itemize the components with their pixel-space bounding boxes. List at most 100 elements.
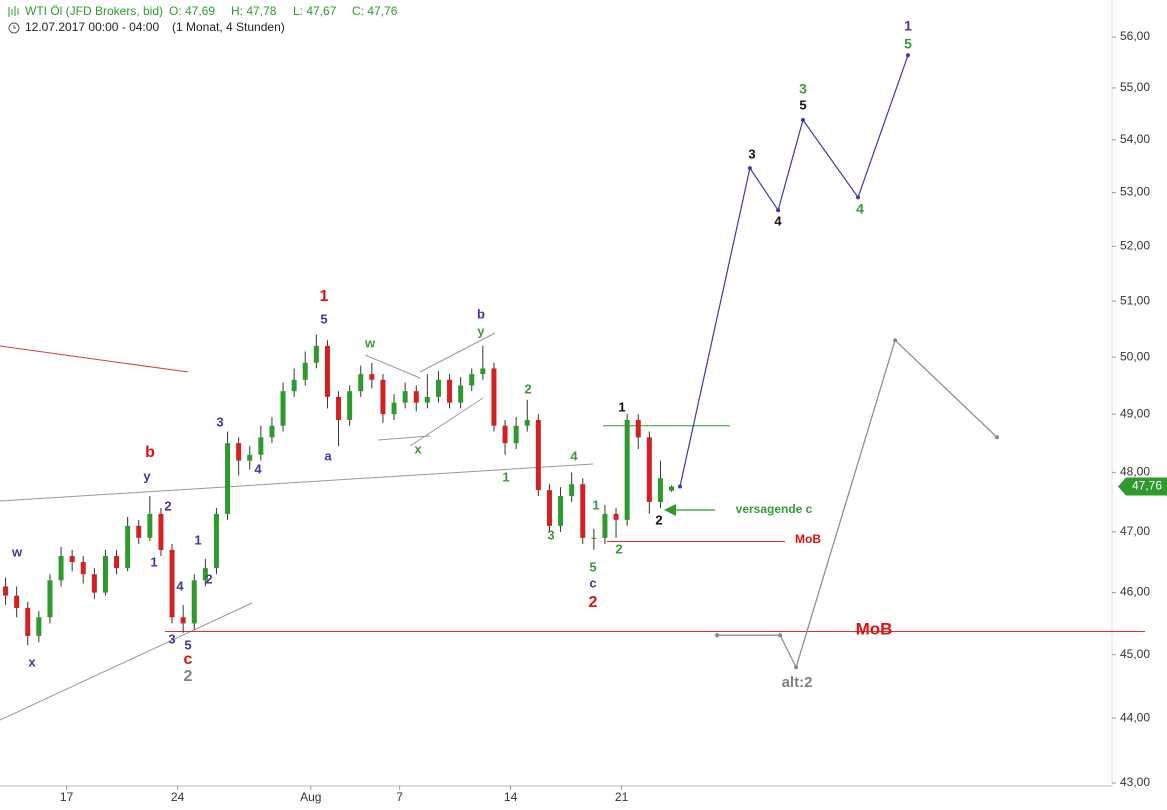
- candle-body: [313, 345, 319, 363]
- y-tick-label: 50,00: [1120, 349, 1150, 363]
- wave-label: 3: [547, 527, 554, 542]
- candle-body: [225, 443, 231, 514]
- candle-body: [447, 379, 453, 403]
- wave-label: 1: [150, 554, 157, 569]
- candle-body: [491, 368, 497, 426]
- candle-body: [413, 391, 419, 403]
- ohlc-high: H: 47,78: [231, 4, 277, 18]
- y-tick-label: 53,00: [1120, 185, 1150, 199]
- candle-body: [125, 525, 131, 569]
- y-tick-label: 44,00: [1120, 710, 1150, 724]
- wave-label: 5: [589, 559, 596, 574]
- candle-body: [635, 419, 641, 438]
- x-tick-label: 7: [396, 790, 403, 804]
- candle-body: [180, 617, 186, 624]
- projection-point: [856, 195, 861, 200]
- y-tick-label: 51,00: [1120, 293, 1150, 307]
- y-tick-label: 54,00: [1120, 132, 1150, 146]
- wave-label: x: [28, 654, 36, 669]
- wave-label: 2: [205, 571, 212, 586]
- candle-body: [236, 443, 242, 461]
- wave-label: MoB: [856, 619, 893, 638]
- candle-body: [36, 617, 42, 636]
- candle-body: [258, 437, 264, 455]
- projection-point: [778, 633, 783, 638]
- instrument-title: WTI Öl (JFD Brokers, bid): [25, 4, 163, 18]
- projection-point: [776, 208, 781, 213]
- candle-body: [524, 419, 530, 426]
- candle-body: [424, 396, 430, 403]
- header-icon: [8, 6, 19, 17]
- wave-label: 5: [904, 36, 912, 52]
- wave-label: 1: [904, 18, 912, 34]
- candle-body: [347, 391, 353, 420]
- candle-body: [458, 385, 464, 403]
- wave-label: versagende c: [736, 502, 813, 516]
- y-tick-label: 43,00: [1120, 775, 1150, 789]
- wave-label: 4: [254, 461, 262, 476]
- candle-body: [380, 379, 386, 415]
- candle-body: [502, 425, 508, 444]
- wave-label: 1: [592, 497, 599, 512]
- wave-label: 5: [184, 637, 191, 652]
- y-tick-label: 55,00: [1120, 80, 1150, 94]
- candle-body: [513, 425, 519, 444]
- wave-label: c: [589, 575, 596, 590]
- candle-body: [136, 525, 142, 538]
- wave-label: 1: [320, 288, 329, 305]
- candle-body: [358, 374, 364, 392]
- clock-icon: [8, 22, 20, 34]
- x-tick-label: 14: [504, 790, 518, 804]
- candle-body: [47, 580, 53, 618]
- y-tick-label: 49,00: [1120, 406, 1150, 420]
- y-tick-label: 46,00: [1120, 585, 1150, 599]
- wave-label: y: [477, 323, 485, 338]
- candle-body: [291, 379, 297, 392]
- timestamp: 12.07.2017 00:00 - 04:00: [25, 20, 159, 34]
- candle-body: [58, 555, 64, 581]
- candle-body: [169, 549, 175, 618]
- y-tick-label: 45,00: [1120, 647, 1150, 661]
- wave-label: MoB: [795, 532, 821, 546]
- wave-label: 1: [618, 399, 625, 414]
- candle-body: [269, 425, 275, 438]
- y-tick-label: 56,00: [1120, 29, 1150, 43]
- trend-lines: [0, 332, 594, 721]
- x-tick-label: 17: [60, 790, 74, 804]
- candle-body: [280, 391, 286, 426]
- wave-label: c: [184, 651, 193, 668]
- candle-body: [213, 513, 219, 569]
- candle-body: [114, 555, 120, 569]
- projection-point: [747, 166, 752, 171]
- wave-label: 5: [320, 311, 327, 326]
- period: (1 Monat, 4 Stunden): [172, 20, 285, 34]
- projection-point: [995, 435, 1000, 440]
- candle-body: [669, 486, 675, 491]
- wave-label: 5: [799, 97, 806, 112]
- candle-body: [147, 513, 153, 538]
- wave-label: 2: [589, 594, 598, 611]
- candle-body: [25, 607, 31, 636]
- y-tick-label: 48,00: [1120, 465, 1150, 479]
- candle-body: [435, 379, 441, 397]
- wave-label: 3: [799, 81, 807, 97]
- clock-hands: [13, 25, 16, 29]
- candle-body: [191, 580, 197, 624]
- wave-label: 2: [615, 541, 622, 556]
- projection-point: [800, 117, 805, 122]
- wave-label: 3: [748, 146, 755, 161]
- candle-body: [602, 513, 608, 538]
- candle-body: [624, 419, 630, 520]
- candle-body: [202, 568, 208, 581]
- candle-body: [3, 586, 9, 596]
- candle-body: [613, 513, 619, 520]
- wave-label: 2: [655, 512, 662, 527]
- wave-label: 4: [570, 448, 578, 463]
- last-price-tag: [1118, 477, 1167, 496]
- wave-label: 2: [524, 381, 531, 396]
- candle-body: [580, 484, 586, 538]
- ohlc-low: L: 47,67: [293, 4, 337, 18]
- projection-point: [794, 665, 799, 670]
